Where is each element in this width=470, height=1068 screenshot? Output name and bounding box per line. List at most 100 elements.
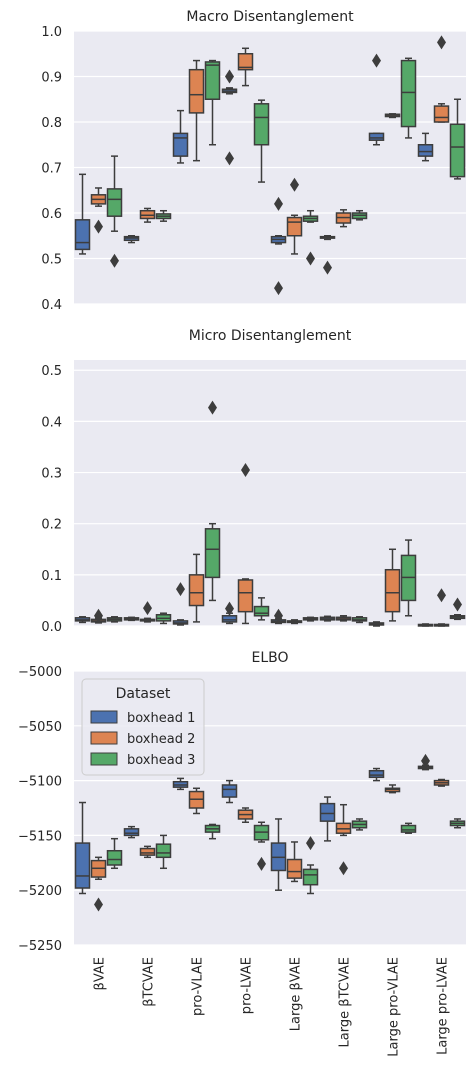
x-category-label: pro-VLAE <box>191 957 206 1016</box>
outlier-point <box>94 897 103 912</box>
y-tick-label: −5100 <box>18 775 62 790</box>
outlier-point <box>94 219 103 234</box>
y-tick-label: 0.4 <box>41 298 62 313</box>
legend-entry-label: boxhead 1 <box>127 711 195 726</box>
box-body <box>188 574 205 607</box>
box-body <box>74 842 91 889</box>
y-tick-label: −5000 <box>18 665 62 680</box>
x-category-label: Large pro-LVAE <box>436 957 451 1055</box>
box-body <box>368 132 385 141</box>
box-body <box>253 605 270 617</box>
outlier-point <box>339 861 348 876</box>
outlier-point <box>437 35 446 50</box>
box-boxhead-3-5 <box>302 209 319 266</box>
y-tick-label: 0.3 <box>41 467 62 482</box>
box-boxhead-1-2 <box>123 825 140 839</box>
box-boxhead-3-6 <box>351 818 368 831</box>
box-boxhead-2-6 <box>335 209 352 228</box>
outlier-point <box>306 251 315 266</box>
y-tick-label: 1.0 <box>41 25 62 40</box>
outlier-point <box>290 177 299 192</box>
y-tick-label: 0.2 <box>41 518 62 533</box>
legend: Dataset boxhead 1 boxhead 2 boxhead 3 <box>81 678 205 776</box>
box-boxhead-1-4 <box>221 69 238 166</box>
box-boxhead-2-8 <box>433 35 450 123</box>
box-boxhead-3-8 <box>449 818 466 829</box>
box-boxhead-3-8 <box>449 98 466 180</box>
box-boxhead-3-6 <box>351 209 368 221</box>
box-boxhead-3-4 <box>253 821 270 871</box>
x-category-label: Large βTCVAE <box>338 957 353 1047</box>
box-boxhead-1-3 <box>172 777 189 791</box>
y-tick-label: 0.6 <box>41 207 62 222</box>
box-boxhead-2-1 <box>90 856 107 912</box>
box-boxhead-3-5 <box>302 616 319 622</box>
box-body <box>286 216 303 237</box>
y-tick-label: −5050 <box>18 720 62 735</box>
box-body <box>237 579 254 613</box>
legend-frame <box>81 678 205 776</box>
legend-entry-label: boxhead 2 <box>127 732 195 747</box>
legend-swatch <box>90 731 118 745</box>
panel-title: Macro Disentanglement <box>186 9 354 25</box>
box-boxhead-2-4 <box>237 462 254 625</box>
x-category-label: βVAE <box>93 957 108 990</box>
box-body <box>204 528 221 579</box>
y-tick-label: 0.0 <box>41 620 62 635</box>
box-boxhead-3-1 <box>106 155 123 268</box>
outlier-point <box>241 462 250 477</box>
box-boxhead-2-5 <box>286 841 303 883</box>
outlier-point <box>421 753 430 768</box>
box-body <box>302 868 319 886</box>
y-tick-label: 0.8 <box>41 116 62 131</box>
box-boxhead-1-6 <box>319 235 336 275</box>
box-boxhead-1-5 <box>270 818 287 891</box>
box-boxhead-3-7 <box>400 822 417 834</box>
box-body <box>368 769 385 779</box>
box-body <box>188 68 205 114</box>
box-boxhead-2-4 <box>237 47 254 87</box>
box-boxhead-3-7 <box>400 539 417 617</box>
box-boxhead-3-5 <box>302 836 319 895</box>
box-boxhead-2-7 <box>384 113 401 119</box>
y-tick-label: −5250 <box>18 939 62 954</box>
box-boxhead-1-4 <box>221 779 238 804</box>
box-boxhead-1-2 <box>123 235 140 244</box>
outlier-point <box>94 608 103 623</box>
box-boxhead-3-2 <box>155 834 172 870</box>
box-boxhead-1-4 <box>221 601 238 625</box>
y-tick-label: 0.4 <box>41 415 62 430</box>
box-boxhead-3-4 <box>253 99 270 183</box>
outlier-point <box>274 281 283 296</box>
box-boxhead-3-8 <box>449 597 466 621</box>
panel-2: 0.0 0.1 0.2 0.3 0.4 0.5 Micro Disentanglement <box>41 328 466 635</box>
outlier-point <box>143 601 152 616</box>
box-boxhead-2-5 <box>286 619 303 625</box>
legend-swatch <box>90 752 118 766</box>
box-body <box>286 858 303 879</box>
y-tick-label: 0.7 <box>41 162 62 177</box>
box-boxhead-2-7 <box>384 548 401 622</box>
outlier-point <box>257 856 266 871</box>
box-boxhead-3-1 <box>106 616 123 623</box>
box-boxhead-2-3 <box>188 553 205 623</box>
box-boxhead-3-6 <box>351 616 368 624</box>
outlier-point <box>225 601 234 616</box>
box-boxhead-3-3 <box>204 400 221 602</box>
box-boxhead-1-6 <box>319 796 336 842</box>
box-body <box>400 59 417 128</box>
box-boxhead-1-1 <box>74 616 91 624</box>
box-boxhead-2-2 <box>139 601 156 623</box>
box-body <box>106 849 123 866</box>
box-boxhead-1-8 <box>417 623 434 627</box>
box-body <box>106 188 123 217</box>
outlier-point <box>225 151 234 166</box>
box-boxhead-1-2 <box>123 616 140 622</box>
box-boxhead-1-5 <box>270 196 287 296</box>
box-boxhead-3-2 <box>155 612 172 625</box>
panel-title: ELBO <box>251 650 288 666</box>
outlier-point <box>225 69 234 84</box>
outlier-point <box>323 260 332 275</box>
box-body <box>139 847 156 856</box>
